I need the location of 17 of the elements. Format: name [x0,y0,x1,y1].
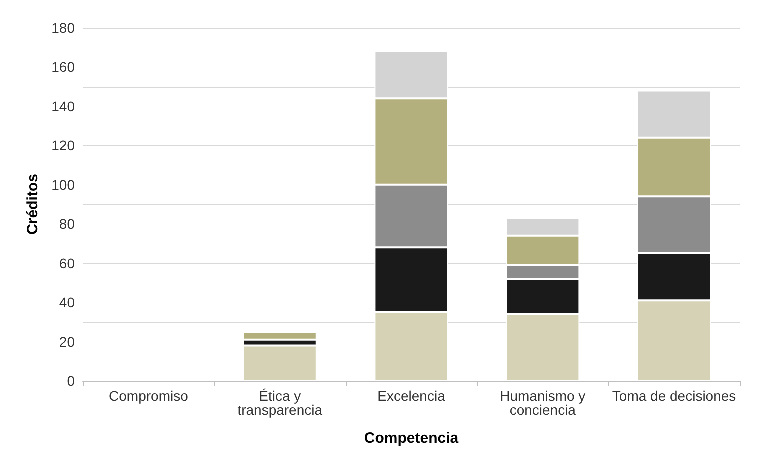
y-tick-label: 80 [59,216,76,232]
y-tick-label: 60 [59,255,76,272]
y-tick-label: 100 [52,176,76,193]
y-tick-label: 120 [52,138,76,154]
y-tick-label: 20 [59,334,76,350]
x-tick-label: Ética y transparencia [238,388,323,418]
x-tick-label: Compromiso [109,388,189,404]
y-tick-label: 40 [59,294,76,311]
x-axis-title: Competencia [364,430,460,447]
y-axis-title: Créditos [24,174,42,235]
y-tick-label: 140 [52,98,76,114]
x-tick-label: Toma de decisiones [612,388,736,404]
x-tick-label: Excelencia [378,388,446,404]
y-tick-label: 160 [52,59,76,76]
y-tick-label: 0 [67,373,76,389]
x-tick-label: Humanismo y conciencia [500,388,586,418]
y-tick-label: 180 [52,20,76,36]
